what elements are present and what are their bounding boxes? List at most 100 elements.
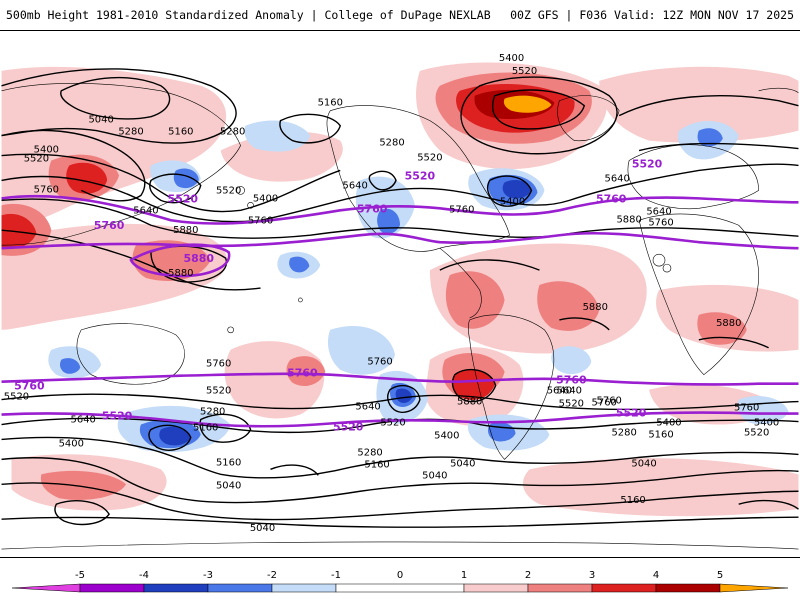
- contour-label: 5880: [168, 268, 193, 279]
- anomaly-shading: [1, 62, 799, 517]
- highlight-label: 5520: [616, 407, 647, 420]
- colorbar: -5 -4 -3 -2 -1 0 1 2 3 4 5: [11, 570, 789, 593]
- anomaly-region: [40, 470, 127, 500]
- map-title: 500mb Height 1981-2010 Standardized Anom…: [6, 8, 491, 22]
- contour-label: 5160: [364, 459, 389, 470]
- contour-label: 5280: [118, 127, 143, 138]
- contour-label: 5520: [4, 392, 29, 403]
- anomaly-region: [244, 120, 311, 152]
- contour-label: 5160: [216, 457, 241, 468]
- contour-label: 5880: [457, 397, 482, 408]
- contour-label: 5640: [355, 402, 380, 413]
- anomaly-region: [452, 369, 495, 400]
- colorbar-swatch: [655, 583, 721, 593]
- contour-label: 5760: [248, 215, 273, 226]
- highlight-label: 5520: [168, 192, 199, 205]
- contour-label: 5160: [168, 127, 193, 138]
- contour-label: 5280: [357, 447, 382, 458]
- highlight-label: 5760: [94, 219, 125, 232]
- contour-label: 5760: [206, 359, 231, 370]
- highlight-label: 5760: [556, 374, 587, 387]
- colorbar-tick: -1: [331, 570, 341, 581]
- contour-label: 5520: [206, 386, 231, 397]
- contour-label: 5640: [605, 173, 630, 184]
- colorbar-swatch: [719, 583, 789, 593]
- contour-label: 5160: [318, 98, 343, 109]
- contour-label: 5640: [133, 205, 158, 216]
- colorbar-tick: 0: [397, 570, 403, 581]
- anomaly-region: [551, 346, 592, 375]
- height-contours: [1, 68, 799, 528]
- colorbar-swatch: [527, 583, 593, 593]
- contour-label: 5760: [734, 403, 759, 414]
- colorbar-tick: -2: [267, 570, 277, 581]
- contour-label: 5880: [716, 318, 741, 329]
- colorbar-tick: -3: [203, 570, 213, 581]
- run-info: 00Z GFS | F036 Valid: 12Z MON NOV 17 202…: [510, 8, 794, 22]
- highlight-label: 5760: [596, 192, 627, 205]
- contour-label: 5040: [216, 480, 241, 491]
- colorbar-tick: 2: [525, 570, 531, 581]
- contour-label: 5640: [71, 415, 96, 426]
- colorbar-swatch: [79, 583, 145, 593]
- colorbar-swatch: [463, 583, 529, 593]
- contour-label: 5040: [422, 470, 447, 481]
- colorbar-swatch: [207, 583, 273, 593]
- contour-label: 5520: [744, 427, 769, 438]
- colorbar-swatch: [143, 583, 209, 593]
- anomaly-region: [697, 128, 723, 147]
- highlight-label: 5520: [333, 420, 364, 433]
- highlight-label: 5520: [102, 410, 133, 423]
- colorbar-tick: -4: [139, 570, 149, 581]
- colorbar-swatch: [11, 583, 81, 593]
- anomaly-region: [502, 180, 532, 199]
- contour-label: 5520: [512, 66, 537, 77]
- contour-label: 5760: [34, 184, 59, 195]
- contour-label: 5640: [557, 386, 582, 397]
- contour-label: 5880: [583, 302, 608, 313]
- colorbar-tick: 1: [461, 570, 467, 581]
- contour-label: 5520: [380, 418, 405, 429]
- contour-label: 5760: [597, 396, 622, 407]
- anomaly-map: 5040 5160 5280 5400 5520 5640 5760 5880 …: [0, 30, 800, 558]
- contour-label: 5640: [342, 180, 367, 191]
- highlight-label: 5760: [14, 380, 45, 393]
- contour-label: 5400: [34, 145, 59, 156]
- anomaly-region: [395, 388, 412, 403]
- contour-label: 5400: [253, 193, 278, 204]
- highlight-label: 5760: [287, 367, 318, 380]
- contour-label: 5400: [434, 430, 459, 441]
- contour-label: 5160: [620, 495, 645, 506]
- highlight-contours: [1, 194, 799, 428]
- anomaly-region: [159, 426, 191, 446]
- contour-label: 5280: [220, 127, 245, 138]
- anomaly-region: [66, 162, 108, 194]
- contour-label: 5520: [417, 153, 442, 164]
- anomaly-region: [59, 358, 81, 374]
- contour-label: 5400: [754, 418, 779, 429]
- contour-label: 5280: [379, 138, 404, 149]
- contour-label: 5520: [24, 154, 49, 165]
- highlight-label: 5520: [405, 169, 436, 182]
- contour-label: 5040: [88, 115, 113, 126]
- colorbar-swatch: [335, 583, 465, 593]
- contour-label: 5040: [450, 458, 475, 469]
- contour-label: 5160: [193, 422, 218, 433]
- colorbar-tick: 4: [653, 570, 659, 581]
- contour-label: 5280: [200, 407, 225, 418]
- contour-label: 5760: [648, 217, 673, 228]
- anomaly-region: [649, 384, 770, 425]
- contour-label: 5400: [656, 418, 681, 429]
- contour-label: 5400: [499, 53, 524, 64]
- highlight-label: 5880: [184, 252, 215, 265]
- colorbar-swatches: [11, 583, 789, 593]
- colorbar-ticks: -5 -4 -3 -2 -1 0 1 2 3 4 5: [75, 570, 723, 581]
- contour-label: 5040: [250, 523, 275, 534]
- contour-label: 5760: [367, 357, 392, 368]
- anomaly-region: [286, 356, 326, 387]
- contour-label: 5280: [611, 427, 636, 438]
- colorbar-swatch: [591, 583, 657, 593]
- contour-label: 5880: [616, 214, 641, 225]
- colorbar-tick: 3: [589, 570, 595, 581]
- colorbar-tick: -5: [75, 570, 85, 581]
